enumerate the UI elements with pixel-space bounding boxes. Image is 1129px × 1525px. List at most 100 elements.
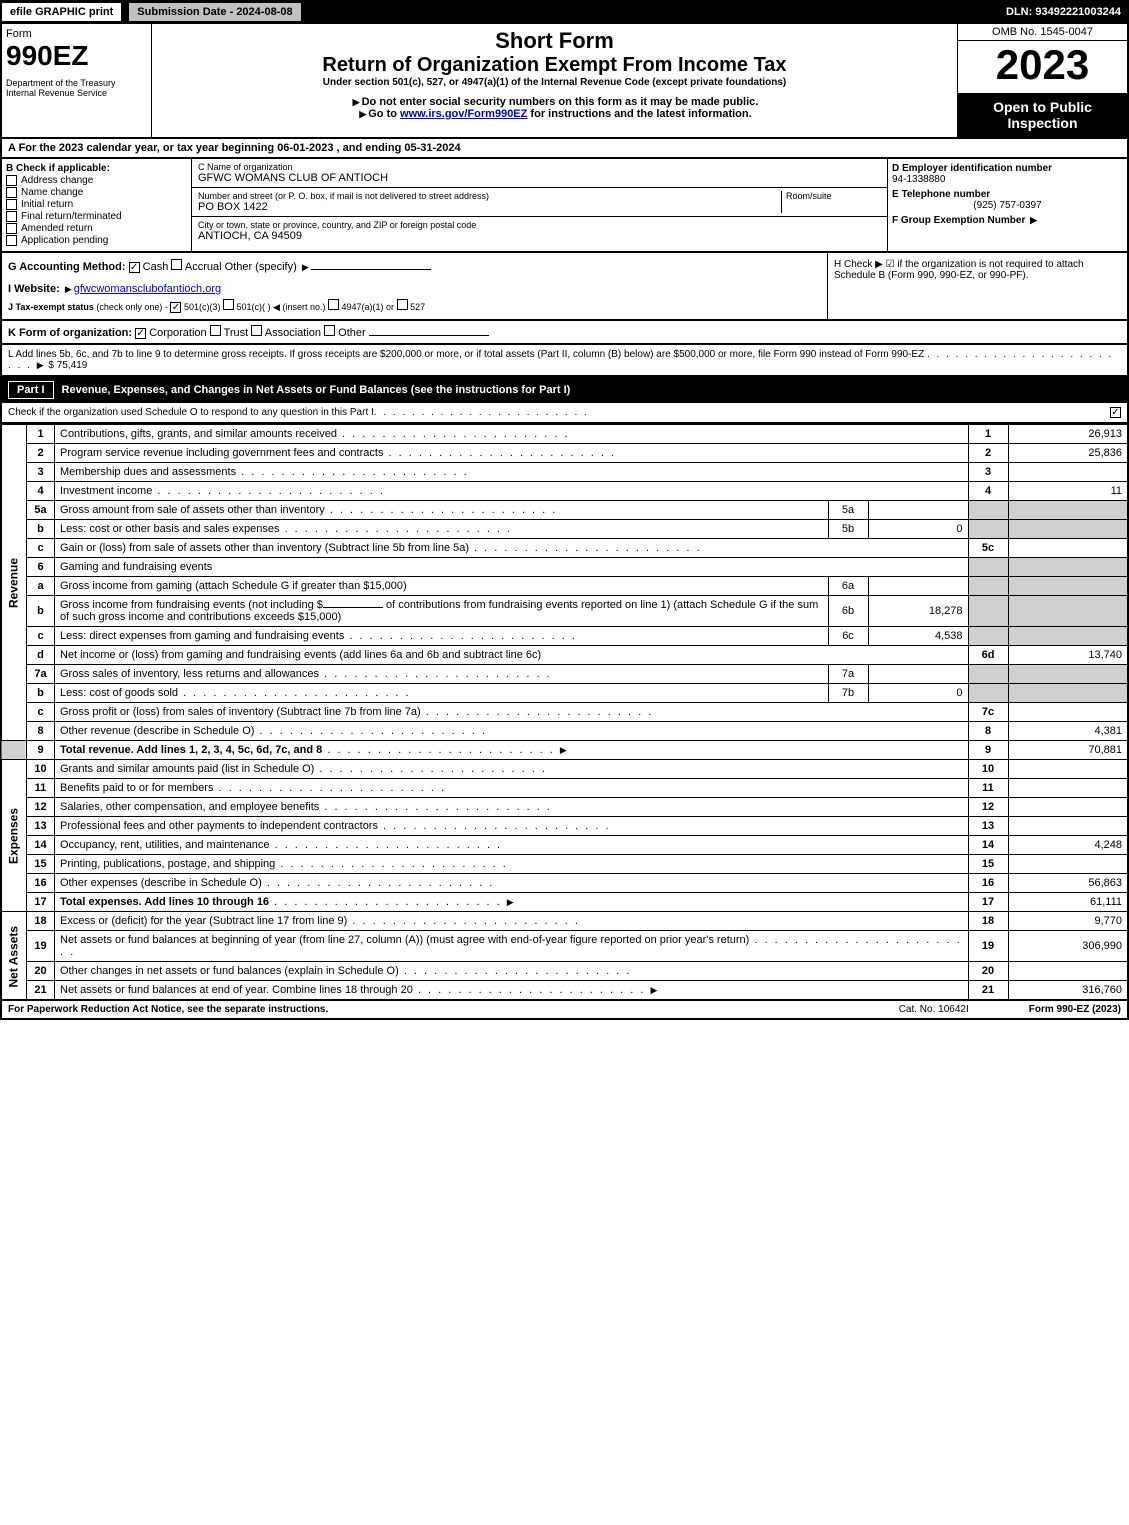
checkbox-name-change[interactable] [6, 187, 17, 198]
f-label: F Group Exemption Number [892, 215, 1123, 226]
l11-text: Benefits paid to or for members [60, 782, 213, 794]
l19-text: Net assets or fund balances at beginning… [60, 934, 749, 946]
l-text: L Add lines 5b, 6c, and 7b to line 9 to … [8, 349, 924, 360]
other-org-field[interactable] [369, 335, 489, 336]
irs: Internal Revenue Service [6, 88, 147, 98]
b-opt-0: Address change [21, 175, 93, 186]
dots [378, 820, 611, 832]
l10-col: 10 [968, 760, 1008, 779]
l6b-samt: 18,278 [868, 596, 968, 627]
j-note: (check only one) - [96, 302, 168, 312]
dots [236, 466, 469, 478]
l9-amt: 70,881 [1008, 741, 1128, 760]
l2-text: Program service revenue including govern… [60, 447, 383, 459]
l16-text: Other expenses (describe in Schedule O) [60, 877, 262, 889]
l1-amt: 26,913 [1008, 425, 1128, 444]
l19-col: 19 [968, 931, 1008, 962]
l8-amt: 4,381 [1008, 722, 1128, 741]
lines-table: Revenue 1 Contributions, gifts, grants, … [0, 424, 1129, 1001]
j-label: J Tax-exempt status [8, 302, 94, 312]
l21-amt: 316,760 [1008, 981, 1128, 1001]
checkbox-corporation[interactable] [135, 328, 146, 339]
checkbox-527[interactable] [397, 299, 408, 310]
dots [213, 782, 446, 794]
gray-cell [968, 520, 1008, 539]
l5a-num: 5a [27, 501, 55, 520]
l7a-text: Gross sales of inventory, less returns a… [60, 668, 319, 680]
website-link[interactable]: gfwcwomansclubofantioch.org [74, 283, 221, 295]
checkbox-address-change[interactable] [6, 175, 17, 186]
row-gh: G Accounting Method: Cash Accrual Other … [0, 253, 1129, 321]
l20-amt [1008, 962, 1128, 981]
dept-treasury: Department of the Treasury [6, 78, 147, 88]
form-header: Form 990EZ Department of the Treasury In… [0, 24, 1129, 139]
l11-num: 11 [27, 779, 55, 798]
l6d-col: 6d [968, 646, 1008, 665]
b-label: B Check if applicable: [6, 163, 187, 174]
checkbox-cash[interactable] [129, 262, 140, 273]
l4-text: Investment income [60, 485, 152, 497]
irs-link[interactable]: www.irs.gov/Form990EZ [400, 108, 527, 120]
l1-num: 1 [27, 425, 55, 444]
arrow-icon [351, 96, 362, 108]
h-section: H Check ▶ ☑ if the organization is not r… [827, 253, 1127, 319]
arrow-icon [357, 108, 368, 120]
l4-num: 4 [27, 482, 55, 501]
gray-cell [968, 596, 1008, 627]
checkbox-association[interactable] [251, 325, 262, 336]
efile-print[interactable]: efile GRAPHIC print [0, 1, 123, 23]
l6b-text: Gross income from fundraising events (no… [60, 599, 323, 611]
gray-cell [1008, 520, 1128, 539]
dots [254, 725, 487, 737]
l13-text: Professional fees and other payments to … [60, 820, 378, 832]
netassets-label: Net Assets [1, 912, 27, 1001]
k-trust: Trust [224, 327, 249, 339]
l6d-text: Net income or (loss) from gaming and fun… [60, 649, 541, 661]
col-c: C Name of organization GFWC WOMANS CLUB … [192, 159, 887, 251]
checkbox-schedule-o[interactable] [1110, 407, 1121, 418]
checkbox-other-org[interactable] [324, 325, 335, 336]
dots [344, 630, 577, 642]
l13-num: 13 [27, 817, 55, 836]
l6c-sub: 6c [828, 627, 868, 646]
l6a-samt [868, 577, 968, 596]
checkbox-4947[interactable] [328, 299, 339, 310]
paperwork-notice: For Paperwork Reduction Act Notice, see … [8, 1004, 328, 1015]
checkbox-501c[interactable] [223, 299, 234, 310]
dots [322, 744, 555, 756]
gray-cell [1008, 501, 1128, 520]
b-opt-3: Final return/terminated [21, 211, 122, 222]
phone: (925) 757-0397 [892, 200, 1123, 211]
section-bcdef: B Check if applicable: Address change Na… [0, 159, 1129, 253]
checkbox-501c3[interactable] [170, 302, 181, 313]
dots [270, 839, 503, 851]
checkbox-initial-return[interactable] [6, 199, 17, 210]
dots [280, 523, 513, 535]
dots [337, 428, 570, 440]
checkbox-amended-return[interactable] [6, 223, 17, 234]
dots [152, 485, 385, 497]
g-section: G Accounting Method: Cash Accrual Other … [2, 253, 827, 319]
checkbox-accrual[interactable] [171, 259, 182, 270]
checkbox-final-return[interactable] [6, 211, 17, 222]
l20-col: 20 [968, 962, 1008, 981]
l19-amt: 306,990 [1008, 931, 1128, 962]
l14-text: Occupancy, rent, utilities, and maintena… [60, 839, 270, 851]
checkbox-application-pending[interactable] [6, 235, 17, 246]
l17-col: 17 [968, 893, 1008, 912]
l15-text: Printing, publications, postage, and shi… [60, 858, 275, 870]
other-specify-field[interactable] [311, 269, 431, 270]
omb-number: OMB No. 1545-0047 [958, 24, 1127, 41]
l6c-samt: 4,538 [868, 627, 968, 646]
l16-amt: 56,863 [1008, 874, 1128, 893]
l17-num: 17 [27, 893, 55, 912]
arrow-icon [35, 360, 46, 371]
gray-cell [968, 501, 1008, 520]
k-corp: Corporation [149, 327, 206, 339]
checkbox-trust[interactable] [210, 325, 221, 336]
page-footer: For Paperwork Reduction Act Notice, see … [0, 1001, 1129, 1020]
contrib-field[interactable] [323, 607, 383, 608]
l7c-amt [1008, 703, 1128, 722]
l7a-sub: 7a [828, 665, 868, 684]
l18-num: 18 [27, 912, 55, 931]
